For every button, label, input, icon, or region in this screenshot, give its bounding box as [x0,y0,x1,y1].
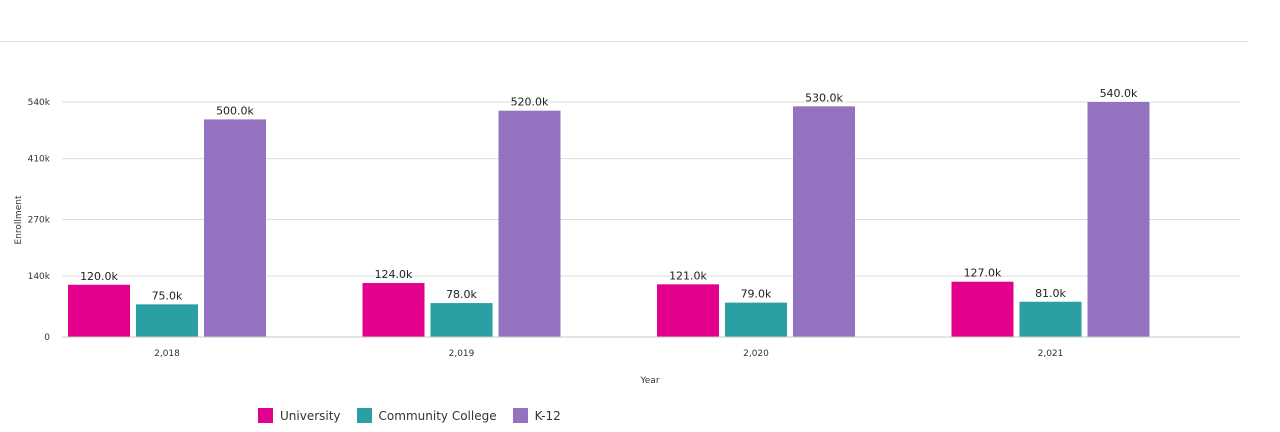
x-axis-title: Year [639,376,659,386]
data-label-community-college: 75.0k [152,289,183,302]
bar-community-college[interactable] [725,302,787,337]
bar-k-12[interactable] [204,119,266,337]
x-tick-label: 2,021 [1038,349,1064,359]
data-label-k-12: 500.0k [216,104,254,117]
x-tick-label: 2,020 [743,349,769,359]
bar-community-college[interactable] [1019,301,1082,337]
legend-label-community-college: Community College [378,408,497,423]
legend-swatch-k-12 [512,408,528,423]
data-label-university: 127.0k [964,267,1002,280]
x-tick-label: 2,018 [154,349,180,359]
y-tick-label: 410k [28,155,51,165]
data-label-community-college: 81.0k [1035,287,1066,300]
data-label-university: 120.0k [80,270,118,283]
header-divider [0,41,1248,42]
legend-label-k-12: K-12 [534,408,561,423]
data-label-university: 121.0k [669,269,707,282]
legend-label-university: University [280,408,341,423]
bar-university[interactable] [362,283,425,337]
data-label-k-12: 530.0k [805,91,843,104]
legend-item-k-12[interactable]: K-12 [512,408,561,423]
y-axis-title: Enrollment [14,195,24,244]
y-tick-label: 540k [28,98,51,108]
legend-swatch-community-college [356,408,372,423]
bar-community-college[interactable] [136,304,198,337]
data-labels: 120.0k 75.0k 500.0k 124.0k 78.0k 520.0k 121.0k… [80,87,1138,302]
data-label-community-college: 79.0k [741,288,772,301]
y-tick-label: 270k [28,216,51,226]
bar-k-12[interactable] [793,106,855,337]
axes: 0 140k 270k 410k 540k 2,018 2,019 2,020 2,021 [28,98,1240,359]
bar-university[interactable] [68,284,130,337]
data-label-k-12: 540.0k [1100,87,1138,100]
bar-university[interactable] [657,284,719,337]
x-tick-label: 2,019 [449,349,475,359]
bar-community-college[interactable] [430,303,493,337]
legend: University Community College K-12 [258,408,577,423]
bar-k-12[interactable] [1087,102,1150,337]
legend-item-university[interactable]: University [258,408,341,423]
legend-swatch-university [258,408,273,423]
legend-item-community-college[interactable]: Community College [356,408,497,423]
bar-k-12[interactable] [498,110,561,337]
data-label-community-college: 78.0k [446,288,477,301]
data-label-university: 124.0k [375,268,413,281]
bar-university[interactable] [951,281,1014,337]
y-tick-label: 0 [44,333,50,343]
y-tick-label: 140k [28,272,51,282]
bars [68,102,1150,337]
data-label-k-12: 520.0k [511,96,549,109]
